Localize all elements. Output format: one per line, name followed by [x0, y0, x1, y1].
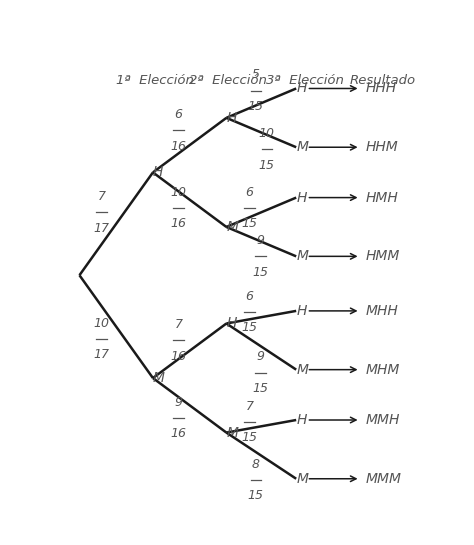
Text: 3ª  Elección: 3ª Elección — [266, 74, 344, 87]
Text: 8: 8 — [252, 458, 260, 471]
Text: MHH: MHH — [366, 304, 399, 318]
Text: 15: 15 — [253, 382, 269, 395]
Text: 15: 15 — [242, 322, 257, 335]
Text: 6: 6 — [246, 186, 254, 199]
Text: M: M — [296, 362, 308, 377]
Text: M: M — [296, 250, 308, 263]
Text: H: H — [227, 317, 237, 330]
Text: M: M — [296, 140, 308, 154]
Text: 16: 16 — [171, 427, 187, 440]
Text: 15: 15 — [248, 100, 264, 113]
Text: 17: 17 — [93, 348, 109, 361]
Text: 5: 5 — [252, 68, 260, 81]
Text: 10: 10 — [93, 317, 109, 330]
Text: HMM: HMM — [366, 250, 401, 263]
Text: Resultado: Resultado — [349, 74, 416, 87]
Text: 15: 15 — [242, 431, 257, 444]
Text: 15: 15 — [248, 489, 264, 502]
Text: HHM: HHM — [366, 140, 399, 154]
Text: 6: 6 — [174, 108, 182, 121]
Text: 9: 9 — [256, 350, 264, 364]
Text: M: M — [227, 426, 238, 440]
Text: 6: 6 — [246, 290, 254, 303]
Text: 1ª  Elección: 1ª Elección — [116, 74, 194, 87]
Text: M: M — [153, 371, 165, 385]
Text: H: H — [296, 82, 307, 95]
Text: 16: 16 — [171, 217, 187, 231]
Text: 7: 7 — [98, 190, 106, 203]
Text: 15: 15 — [259, 159, 275, 172]
Text: H: H — [153, 166, 164, 179]
Text: H: H — [227, 111, 237, 125]
Text: H: H — [296, 413, 307, 427]
Text: M: M — [296, 472, 308, 486]
Text: 16: 16 — [171, 349, 187, 362]
Text: 2ª  Elección: 2ª Elección — [189, 74, 267, 87]
Text: 7: 7 — [174, 318, 182, 331]
Text: HMH: HMH — [366, 191, 399, 204]
Text: 17: 17 — [93, 221, 109, 234]
Text: 16: 16 — [171, 140, 187, 153]
Text: 15: 15 — [242, 217, 257, 231]
Text: H: H — [296, 304, 307, 318]
Text: MHM: MHM — [366, 362, 401, 377]
Text: 9: 9 — [174, 396, 182, 409]
Text: 10: 10 — [259, 127, 275, 140]
Text: HHH: HHH — [366, 82, 397, 95]
Text: 15: 15 — [253, 265, 269, 278]
Text: MMM: MMM — [366, 472, 402, 486]
Text: 7: 7 — [246, 400, 254, 413]
Text: H: H — [296, 191, 307, 204]
Text: MMH: MMH — [366, 413, 401, 427]
Text: 9: 9 — [256, 234, 264, 247]
Text: 10: 10 — [171, 186, 187, 199]
Text: M: M — [227, 220, 238, 234]
